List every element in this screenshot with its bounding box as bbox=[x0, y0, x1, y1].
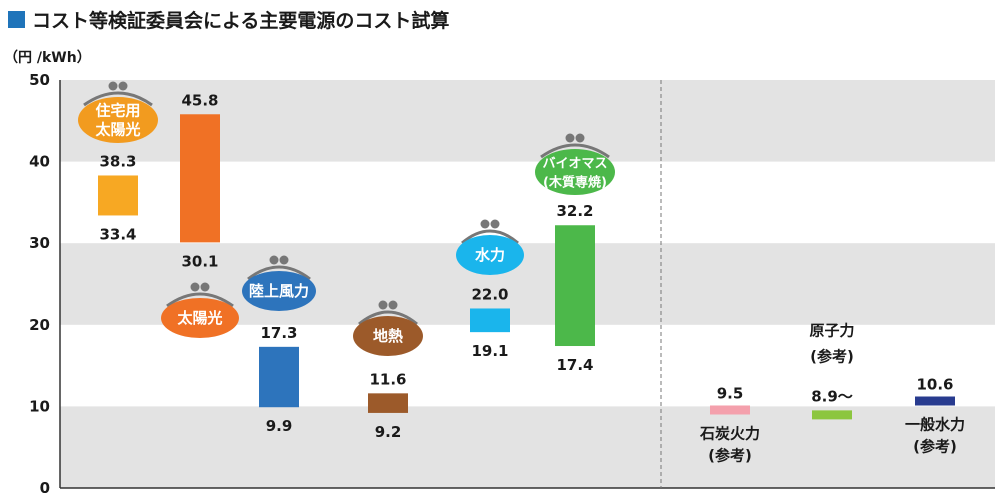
purse-frame-icon bbox=[166, 292, 234, 308]
reference-bar bbox=[915, 396, 955, 406]
y-tick-label: 20 bbox=[29, 316, 50, 334]
purse-body bbox=[161, 298, 239, 338]
purse-clasp-icon bbox=[575, 133, 585, 143]
reference-name-label: 一般水力 bbox=[905, 416, 965, 434]
range-bar bbox=[368, 393, 408, 413]
bar-low-label: 33.4 bbox=[99, 225, 136, 243]
bar-low-label: 9.9 bbox=[266, 417, 293, 435]
y-tick-label: 10 bbox=[29, 397, 50, 415]
series-2-purse-label: 陸上風力 bbox=[242, 255, 316, 311]
y-tick-label: 0 bbox=[40, 479, 50, 495]
chart-marks: 38.333.4住宅用太陽光45.830.1太陽光17.39.9陸上風力11.6… bbox=[78, 81, 965, 464]
purse-clasp-icon bbox=[490, 219, 500, 229]
y-tick-label: 30 bbox=[29, 234, 50, 252]
purse-label-text: 太陽光 bbox=[177, 309, 222, 327]
chart-frame bbox=[59, 80, 995, 489]
y-tick-label: 40 bbox=[29, 153, 50, 171]
purse-clasp-icon bbox=[378, 300, 388, 310]
reference-name-label: 原子力 bbox=[809, 321, 854, 339]
series-5-purse-label: バイオマス (木質専焼) bbox=[535, 133, 615, 195]
purse-clasp-icon bbox=[190, 282, 200, 292]
reference-bar bbox=[812, 410, 852, 420]
purse-clasp-icon bbox=[108, 81, 118, 91]
series-4-purse-label: 水力 bbox=[456, 219, 524, 275]
purse-frame-icon bbox=[247, 265, 311, 281]
range-bar bbox=[470, 308, 510, 333]
bar-low-label: 19.1 bbox=[471, 342, 508, 360]
purse-label-text: 太陽光 bbox=[95, 121, 140, 139]
chart-title: コスト等検証委員会による主要電源のコスト試算 bbox=[32, 9, 449, 32]
purse-frame-icon bbox=[83, 91, 153, 107]
purse-clasp-icon bbox=[388, 300, 398, 310]
purse-clasp-icon bbox=[279, 255, 289, 265]
bar-high-label: 38.3 bbox=[99, 152, 136, 170]
purse-label-text: 地熱 bbox=[373, 327, 403, 345]
range-bar bbox=[555, 225, 595, 347]
purse-body bbox=[456, 235, 524, 275]
y-tick-labels: 0 10 20 30 40 50 bbox=[29, 71, 50, 495]
reference-bar bbox=[710, 405, 750, 415]
bar-low-label: 17.4 bbox=[556, 356, 593, 374]
purse-frame-icon bbox=[358, 310, 418, 326]
reference-name-label: (参考) bbox=[913, 438, 957, 456]
purse-clasp-icon bbox=[200, 282, 210, 292]
purse-body bbox=[242, 271, 316, 311]
bar-low-label: 9.2 bbox=[375, 423, 402, 441]
series-3-purse-label: 地熱 bbox=[353, 300, 423, 356]
y-axis-label: （円 /kWh） bbox=[4, 50, 91, 66]
purse-clasp-icon bbox=[118, 81, 128, 91]
reference-name-label: (参考) bbox=[810, 347, 854, 365]
bar-high-label: 45.8 bbox=[181, 91, 218, 109]
grid-bands bbox=[60, 80, 995, 488]
series-1-purse-label: 太陽光 bbox=[161, 282, 239, 338]
bar-high-label: 32.2 bbox=[556, 202, 593, 220]
purse-label-text: 水力 bbox=[475, 246, 505, 264]
bar-high-label: 17.3 bbox=[260, 324, 297, 342]
bar-high-label: 11.6 bbox=[369, 370, 406, 388]
reference-value-label: 8.9～ bbox=[811, 387, 853, 405]
purse-clasp-icon bbox=[565, 133, 575, 143]
purse-frame-icon bbox=[540, 143, 610, 159]
range-bar bbox=[259, 346, 299, 408]
range-bar bbox=[98, 175, 138, 216]
title-square-icon bbox=[8, 11, 25, 28]
purse-label-text: 陸上風力 bbox=[249, 282, 309, 300]
y-tick-label: 50 bbox=[29, 71, 50, 89]
purse-label-text: バイオマス bbox=[542, 157, 607, 172]
purse-frame-icon bbox=[461, 229, 519, 245]
reference-value-label: 10.6 bbox=[916, 376, 953, 394]
purse-body bbox=[78, 97, 158, 143]
bar-low-label: 30.1 bbox=[181, 252, 218, 270]
reference-value-label: 9.5 bbox=[717, 384, 744, 402]
purse-label-text: 住宅用 bbox=[95, 102, 140, 120]
reference-name-label: 石炭火力 bbox=[699, 424, 760, 442]
bar-high-label: 22.0 bbox=[471, 285, 508, 303]
purse-body bbox=[535, 149, 615, 195]
range-bar bbox=[180, 114, 220, 243]
purse-clasp-icon bbox=[269, 255, 279, 265]
purse-clasp-icon bbox=[480, 219, 490, 229]
grid-band bbox=[60, 406, 995, 488]
reference-name-label: (参考) bbox=[708, 446, 752, 464]
purse-label-text: (木質専焼) bbox=[543, 175, 607, 191]
purse-body bbox=[353, 316, 423, 356]
